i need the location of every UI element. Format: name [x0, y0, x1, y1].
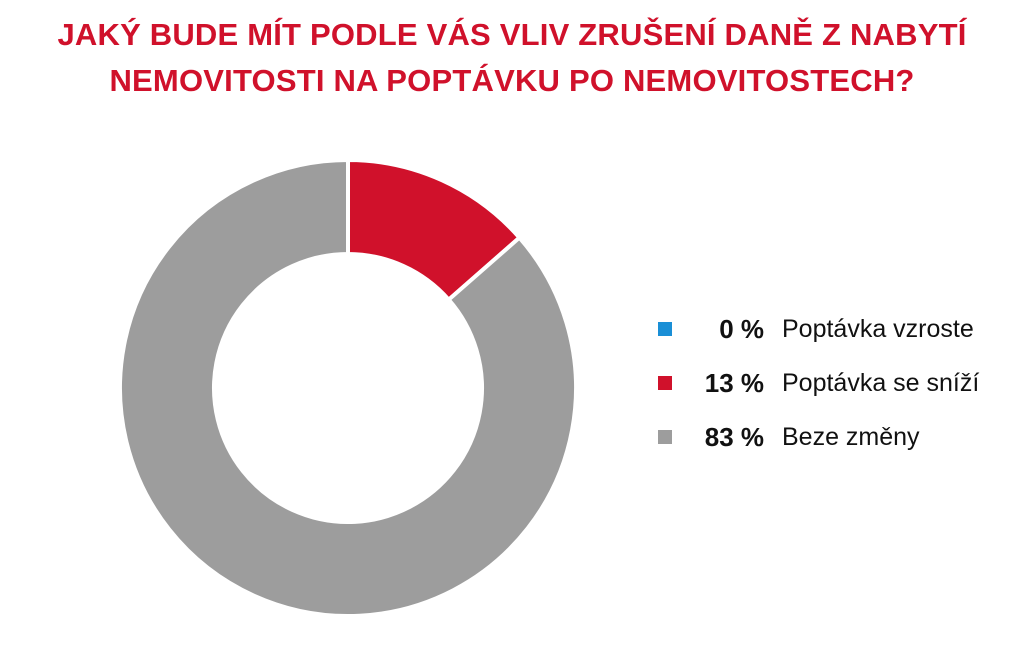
legend-value: 83 % [704, 422, 764, 452]
legend: 0 % Poptávka vzroste 13 % Poptávka se sn… [630, 310, 1020, 472]
chart-title: JAKÝ BUDE MÍT PODLE VÁS VLIV ZRUŠENÍ DAN… [0, 12, 1024, 104]
legend-swatch [658, 430, 672, 444]
donut-chart [118, 157, 578, 618]
legend-value: 13 % [704, 368, 764, 398]
legend-swatch [658, 322, 672, 336]
legend-item-poptavka-vzroste: 0 % Poptávka vzroste [630, 310, 1020, 364]
legend-label: Poptávka vzroste [782, 315, 974, 343]
legend-label: Poptávka se sníží [782, 369, 980, 397]
legend-swatch [658, 376, 672, 390]
legend-value: 0 % [719, 314, 764, 344]
chart-title-line-2: NEMOVITOSTI NA POPTÁVKU PO NEMOVITOSTECH… [109, 63, 915, 98]
legend-item-poptavka-se-snizi: 13 % Poptávka se sníží [630, 364, 1020, 418]
chart-title-line-1: JAKÝ BUDE MÍT PODLE VÁS VLIV ZRUŠENÍ DAN… [57, 17, 967, 52]
donut-slice-beze-změny [118, 157, 578, 618]
legend-label: Beze změny [782, 423, 920, 451]
legend-item-beze-zmeny: 83 % Beze změny [630, 418, 1020, 472]
